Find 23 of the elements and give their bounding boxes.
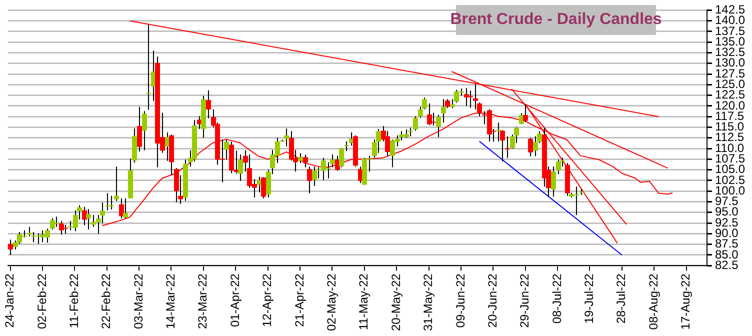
x-tick-label: 08-Jul-22	[550, 273, 564, 324]
x-tick-label: 11-Feb-22	[66, 273, 81, 328]
x-tick-label: 20-Jun-22	[485, 273, 500, 328]
x-tick-label: 09-Jun-22	[453, 273, 468, 328]
x-tick-label: 01-Apr-22	[228, 273, 242, 328]
x-tick-label: 03-Mar-22	[131, 273, 146, 329]
x-tick-label: 22-Feb-22	[99, 273, 114, 330]
x-tick-label: 19-Jul-22	[582, 273, 596, 324]
x-tick-label: 31-May-22	[421, 273, 436, 331]
x-tick-label: 02-May-22	[324, 273, 339, 331]
x-tick-label: 02-Feb-22	[34, 273, 49, 330]
x-tick-label: 20-May-22	[388, 273, 403, 331]
x-tick-label: 29-Jun-22	[518, 273, 532, 328]
x-tick-label: 12-Apr-22	[260, 273, 274, 328]
x-tick-label: 17-Aug-22	[678, 273, 693, 330]
x-tick-label: 23-Mar-22	[196, 273, 210, 329]
x-tick-label: 28-Jul-22	[614, 273, 628, 324]
x-tick-label: 08-Aug-22	[646, 273, 660, 330]
chart-title: Brent Crude - Daily Candles	[450, 10, 662, 30]
x-tick-label: 14-Mar-22	[164, 273, 178, 329]
x-tick-label: 11-May-22	[356, 273, 371, 330]
x-tick-label: 21-Apr-22	[292, 273, 306, 328]
x-tick-label: 24-Jan-22	[2, 273, 17, 328]
